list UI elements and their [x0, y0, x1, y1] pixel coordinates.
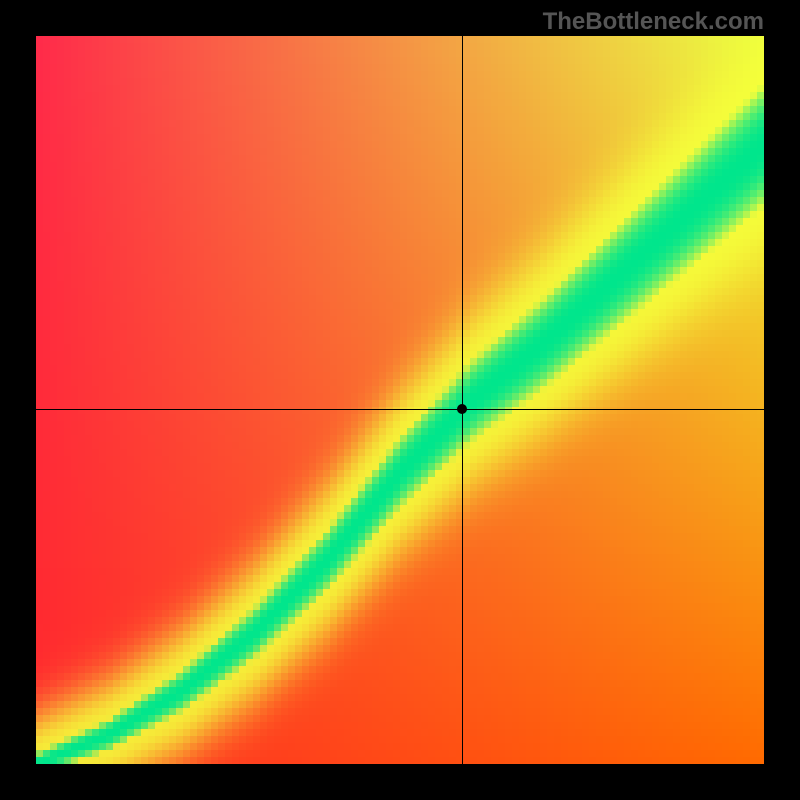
crosshair-horizontal	[36, 409, 764, 410]
heatmap-container	[36, 36, 764, 764]
bottleneck-heatmap	[36, 36, 764, 764]
plot-area	[36, 36, 764, 764]
watermark-text: TheBottleneck.com	[543, 8, 764, 36]
selected-point-marker[interactable]	[457, 404, 467, 414]
crosshair-vertical	[462, 36, 463, 764]
